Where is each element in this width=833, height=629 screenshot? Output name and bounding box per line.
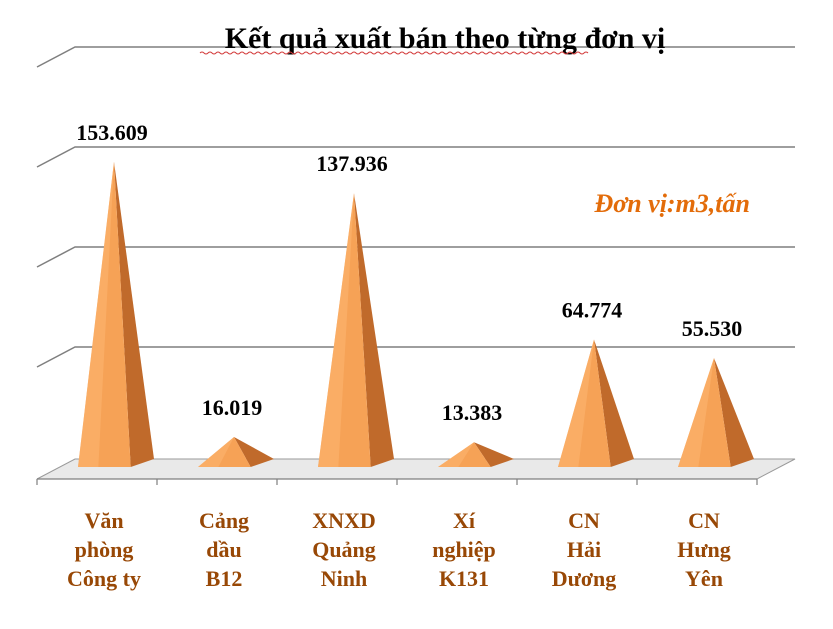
pyramid-bar [198, 436, 274, 467]
category-label: Cảng dầu B12 [199, 508, 249, 591]
pyramid-bar [438, 442, 514, 467]
category-label: XNXD Quảng Ninh [312, 508, 376, 591]
pyramid-side-face [714, 357, 754, 467]
pyramid-highlight [558, 339, 594, 467]
category-label: CN Hải Dương [552, 508, 617, 591]
value-label: 16.019 [202, 395, 263, 420]
value-label: 137.936 [316, 151, 388, 176]
pyramid-highlight [78, 161, 114, 468]
category-labels: Văn phòng Công ty Cảng dầu B12 XNXD Quảng Ninh Xí… [67, 508, 731, 591]
pyramid-side-face [354, 193, 394, 468]
pyramid-highlight [198, 436, 234, 467]
gridline [36, 46, 795, 68]
pyramids [78, 161, 754, 468]
pyramid-bar [678, 357, 754, 467]
value-label: 13.383 [442, 400, 503, 425]
pyramid-bar [78, 161, 154, 468]
value-label: 153.609 [76, 120, 148, 145]
category-label: Xí nghiệp K131 [432, 508, 496, 591]
pyramid-side-face [234, 436, 274, 467]
pyramid-highlight [678, 357, 714, 467]
category-label: Văn phòng Công ty [67, 508, 141, 591]
unit-label: Đơn vị:m3,tấn [593, 189, 750, 218]
gridline [36, 146, 795, 168]
gridlines [36, 46, 795, 368]
pyramid-bar [558, 339, 634, 467]
gridline [36, 346, 795, 368]
gridline [36, 246, 795, 268]
pyramid-side-face [474, 442, 514, 467]
pyramid-highlight [438, 442, 474, 467]
value-label: 55.530 [682, 316, 743, 341]
chart-title: Kết quả xuất bán theo từng đơn vị [225, 22, 666, 55]
pyramid-highlight [318, 193, 354, 468]
pyramid-bar [318, 193, 394, 468]
value-label: 64.774 [562, 297, 623, 322]
pyramid-side-face [114, 161, 154, 468]
pyramid-side-face [594, 339, 634, 467]
value-labels: 153.609 16.019 137.936 13.383 64.774 55.530 [76, 120, 742, 425]
category-label: CN Hưng Yên [677, 508, 731, 591]
spellcheck-underline [199, 51, 589, 55]
